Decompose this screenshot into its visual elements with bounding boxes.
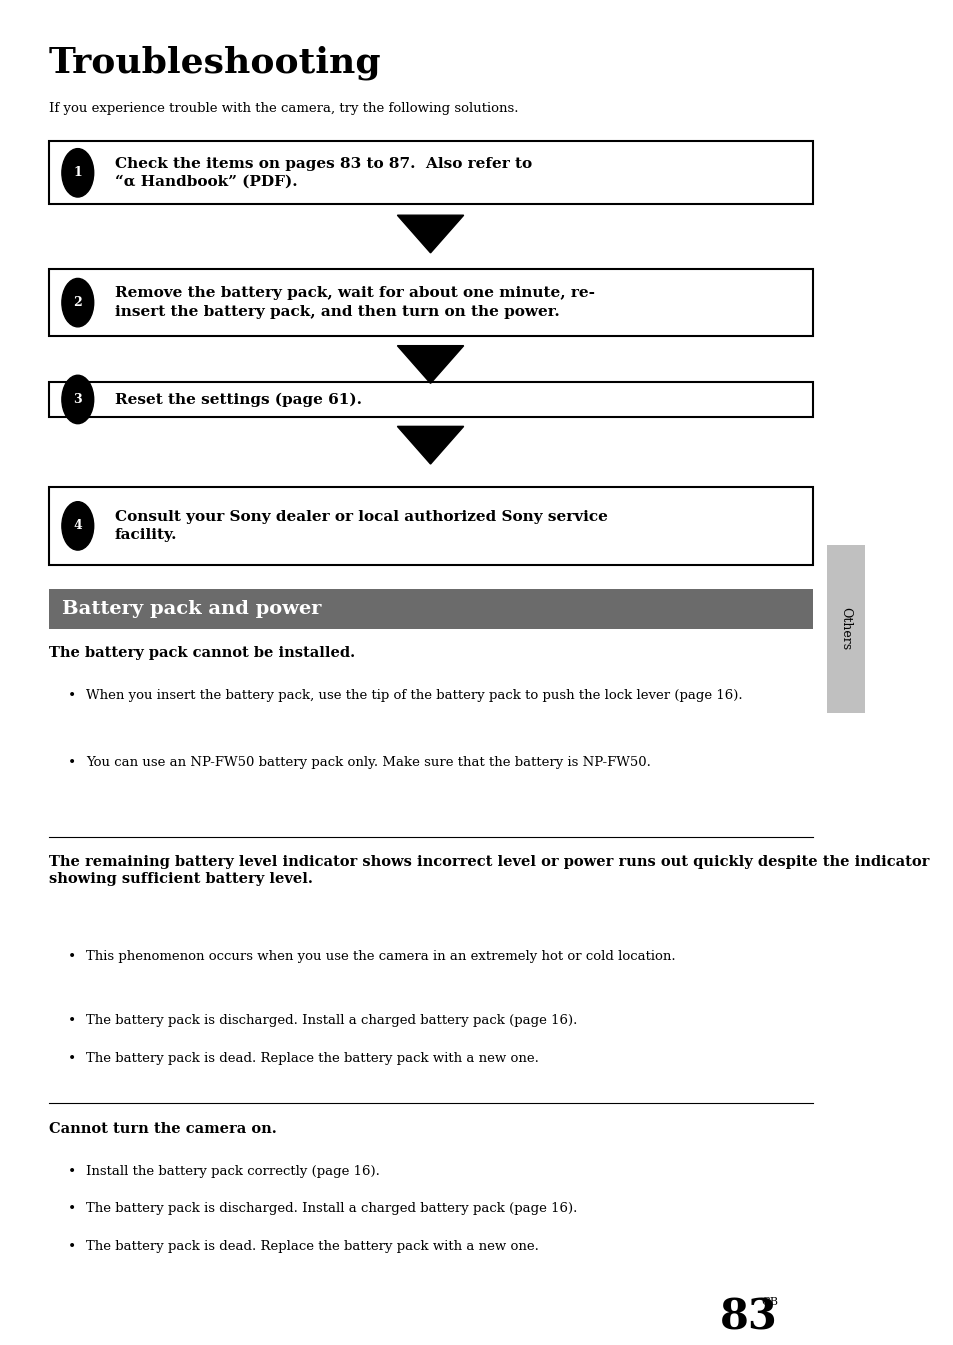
Text: GB: GB <box>760 1298 777 1307</box>
Circle shape <box>62 375 93 424</box>
Text: 83: 83 <box>720 1297 777 1338</box>
FancyBboxPatch shape <box>49 141 813 204</box>
Circle shape <box>62 148 93 198</box>
Text: 1: 1 <box>73 167 82 179</box>
Text: The battery pack is discharged. Install a charged battery pack (page 16).: The battery pack is discharged. Install … <box>86 1014 577 1028</box>
Text: You can use an NP-FW50 battery pack only. Make sure that the battery is NP-FW50.: You can use an NP-FW50 battery pack only… <box>86 756 650 769</box>
FancyBboxPatch shape <box>49 382 813 417</box>
Text: Others: Others <box>839 607 852 651</box>
Polygon shape <box>397 215 463 253</box>
Text: Install the battery pack correctly (page 16).: Install the battery pack correctly (page… <box>86 1165 379 1178</box>
Text: •: • <box>68 689 76 702</box>
FancyBboxPatch shape <box>826 545 863 713</box>
Text: •: • <box>68 1240 76 1254</box>
Text: •: • <box>68 756 76 769</box>
Circle shape <box>62 502 93 550</box>
Text: •: • <box>68 950 76 963</box>
FancyBboxPatch shape <box>49 487 813 565</box>
Text: •: • <box>68 1165 76 1178</box>
Text: The battery pack is discharged. Install a charged battery pack (page 16).: The battery pack is discharged. Install … <box>86 1202 577 1216</box>
Text: •: • <box>68 1014 76 1028</box>
Text: •: • <box>68 1202 76 1216</box>
FancyBboxPatch shape <box>49 589 813 629</box>
Text: Consult your Sony dealer or local authorized Sony service
facility.: Consult your Sony dealer or local author… <box>114 510 607 542</box>
Text: The battery pack is dead. Replace the battery pack with a new one.: The battery pack is dead. Replace the ba… <box>86 1240 538 1254</box>
FancyBboxPatch shape <box>49 269 813 336</box>
Text: 4: 4 <box>73 519 82 533</box>
Text: This phenomenon occurs when you use the camera in an extremely hot or cold locat: This phenomenon occurs when you use the … <box>86 950 675 963</box>
Text: 2: 2 <box>73 296 82 309</box>
Text: 3: 3 <box>73 393 82 406</box>
Text: If you experience trouble with the camera, try the following solutions.: If you experience trouble with the camer… <box>49 102 517 116</box>
Text: Cannot turn the camera on.: Cannot turn the camera on. <box>49 1122 276 1135</box>
Text: The battery pack cannot be installed.: The battery pack cannot be installed. <box>49 646 355 659</box>
Text: •: • <box>68 1052 76 1065</box>
Text: The remaining battery level indicator shows incorrect level or power runs out qu: The remaining battery level indicator sh… <box>49 855 928 885</box>
Text: Remove the battery pack, wait for about one minute, re-
insert the battery pack,: Remove the battery pack, wait for about … <box>114 286 595 319</box>
Text: When you insert the battery pack, use the tip of the battery pack to push the lo: When you insert the battery pack, use th… <box>86 689 741 702</box>
Polygon shape <box>397 346 463 383</box>
Text: Reset the settings (page 61).: Reset the settings (page 61). <box>114 393 361 406</box>
Polygon shape <box>397 426 463 464</box>
Text: Check the items on pages 83 to 87.  Also refer to
“α Handbook” (PDF).: Check the items on pages 83 to 87. Also … <box>114 156 532 190</box>
Text: The battery pack is dead. Replace the battery pack with a new one.: The battery pack is dead. Replace the ba… <box>86 1052 538 1065</box>
Text: Battery pack and power: Battery pack and power <box>62 600 321 619</box>
Circle shape <box>62 278 93 327</box>
Text: Troubleshooting: Troubleshooting <box>49 46 381 81</box>
